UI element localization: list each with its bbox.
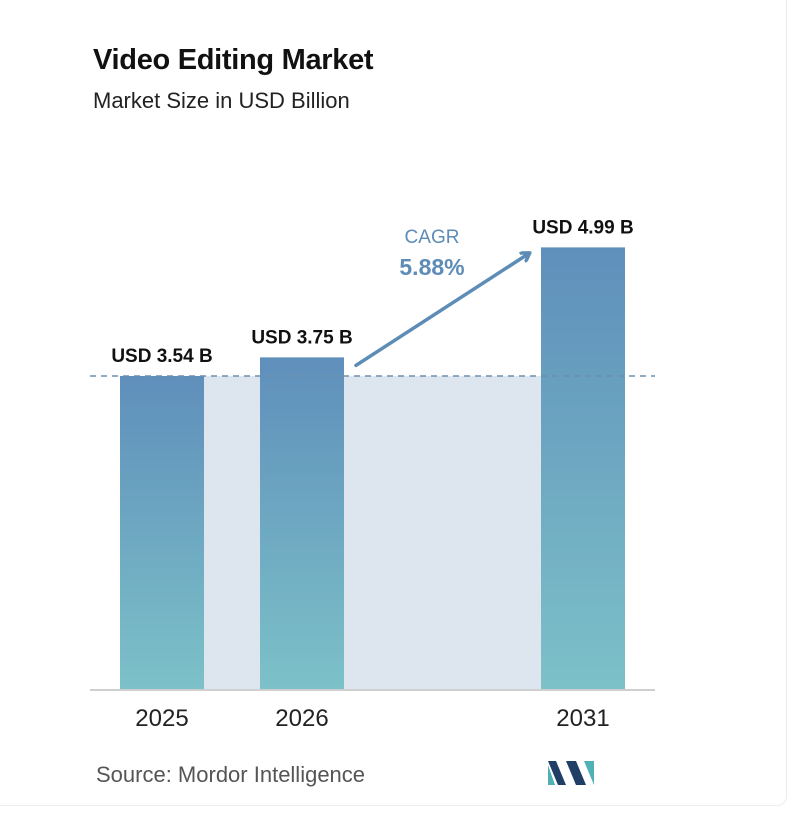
bar-2026 <box>260 357 344 690</box>
cagr-arrow <box>354 253 529 368</box>
x-tick-label-2025: 2025 <box>135 705 188 732</box>
x-tick-label-2031: 2031 <box>556 705 609 732</box>
mordor-intelligence-logo-icon <box>548 761 594 785</box>
x-tick-label-2026: 2026 <box>275 705 328 732</box>
bar-2025 <box>120 376 204 690</box>
bar-2031 <box>541 247 625 690</box>
cagr-value: 5.88% <box>399 254 464 280</box>
source-caption: Source: Mordor Intelligence <box>96 762 366 787</box>
value-label-2025: USD 3.54 B <box>111 346 212 367</box>
cagr-label: CAGR <box>405 227 460 248</box>
chart-title: Video Editing Market <box>93 44 374 76</box>
value-label-2026: USD 3.75 B <box>251 327 352 348</box>
value-label-2031: USD 4.99 B <box>532 217 633 238</box>
chart-subtitle: Market Size in USD Billion <box>93 88 350 113</box>
